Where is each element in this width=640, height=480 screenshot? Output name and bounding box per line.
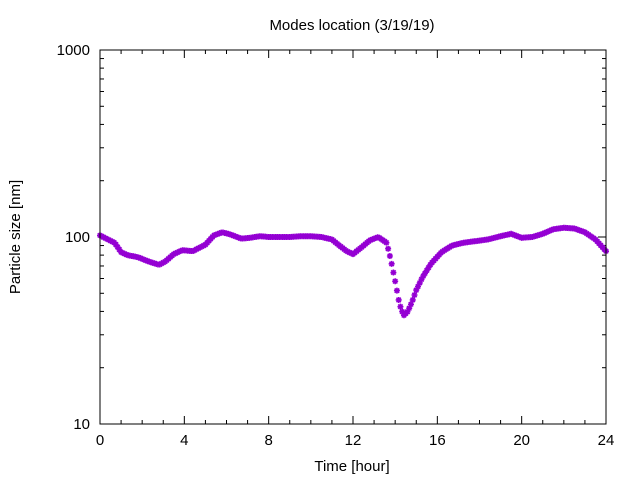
- data-points: [97, 224, 609, 319]
- data-point: [404, 308, 411, 315]
- data-point: [422, 270, 429, 277]
- x-tick-label: 20: [513, 432, 530, 449]
- data-point: [386, 253, 393, 259]
- x-tick-label: 4: [180, 432, 188, 449]
- x-tick-label: 12: [345, 432, 362, 449]
- y-tick-label: 1000: [57, 42, 90, 59]
- data-point: [399, 308, 406, 315]
- data-point: [409, 296, 416, 303]
- data-point: [425, 264, 432, 271]
- data-point: [395, 296, 402, 303]
- data-point: [407, 301, 414, 308]
- data-point: [416, 279, 423, 286]
- data-point: [397, 303, 404, 310]
- data-point: [415, 283, 422, 290]
- x-tick-label: 0: [96, 432, 104, 449]
- y-axis-title: Particle size [nm]: [7, 180, 24, 294]
- tick-labels: 0 4 8 12 16 20 24 10 100 1000: [57, 42, 615, 449]
- data-point: [420, 273, 427, 280]
- data-point: [383, 239, 390, 246]
- plot-frame: [99, 49, 607, 425]
- data-point: [388, 260, 395, 267]
- y-tick-label: 100: [65, 229, 90, 246]
- data-point: [406, 305, 413, 312]
- chart-title: Modes location (3/19/19): [269, 17, 434, 34]
- data-point: [385, 245, 392, 252]
- data-point: [392, 278, 399, 285]
- data-point: [411, 292, 418, 298]
- data-point: [413, 287, 420, 294]
- y-tick-label: 10: [73, 416, 90, 433]
- data-point: [393, 287, 400, 294]
- x-tick-label: 24: [598, 432, 615, 449]
- x-tick-label: 16: [429, 432, 446, 449]
- data-point: [418, 276, 425, 283]
- data-point: [390, 269, 397, 276]
- x-axis-title: Time [hour]: [314, 458, 389, 475]
- data-point: [423, 267, 430, 274]
- x-tick-label: 8: [264, 432, 272, 449]
